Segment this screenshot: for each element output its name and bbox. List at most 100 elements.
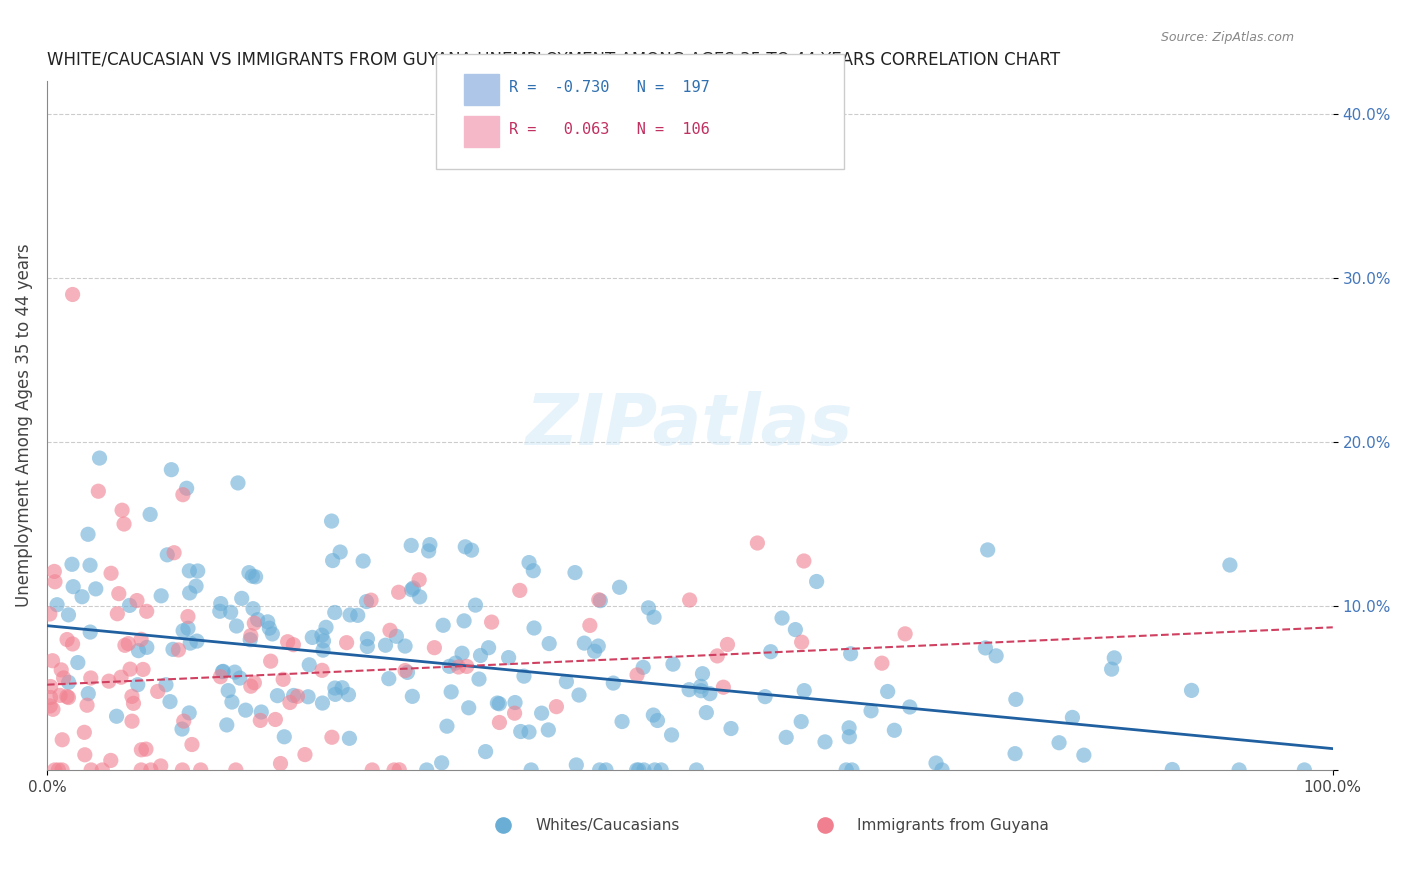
blue — [323, 687, 346, 701]
pink — [456, 659, 478, 673]
blue — [439, 659, 461, 673]
blue — [160, 463, 183, 477]
blue — [478, 640, 501, 655]
blue — [226, 475, 249, 490]
blue — [588, 639, 610, 653]
blue — [58, 675, 80, 690]
Text: WHITE/CAUCASIAN VS IMMIGRANTS FROM GUYANA UNEMPLOYMENT AMONG AGES 35 TO 44 YEARS: WHITE/CAUCASIAN VS IMMIGRANTS FROM GUYAN… — [46, 51, 1060, 69]
pink — [388, 585, 411, 599]
pink — [271, 673, 294, 687]
pink — [408, 573, 430, 587]
blue — [346, 608, 368, 623]
blue — [468, 672, 491, 686]
blue — [337, 688, 360, 702]
pink — [793, 554, 815, 568]
blue — [662, 657, 685, 672]
pink — [167, 643, 190, 657]
blue — [105, 709, 128, 723]
blue — [440, 685, 463, 699]
blue — [1161, 763, 1184, 777]
pink — [249, 714, 271, 728]
blue — [530, 706, 553, 721]
blue — [352, 554, 374, 568]
blue — [470, 648, 492, 663]
blue — [1227, 763, 1250, 777]
blue — [215, 718, 238, 732]
blue — [84, 582, 107, 596]
blue — [841, 763, 863, 777]
pink — [51, 732, 73, 747]
pink — [488, 715, 510, 730]
blue — [457, 701, 479, 715]
blue — [127, 678, 149, 692]
pink — [190, 763, 212, 777]
blue — [150, 589, 173, 603]
pink — [42, 702, 65, 716]
pink — [311, 663, 333, 677]
blue — [298, 657, 321, 672]
pink — [336, 635, 359, 649]
pink — [125, 593, 148, 607]
blue — [627, 763, 650, 777]
blue — [517, 725, 540, 739]
blue — [219, 605, 242, 619]
blue — [488, 697, 510, 711]
blue — [678, 682, 700, 697]
blue — [1047, 736, 1070, 750]
blue — [266, 689, 288, 703]
blue — [356, 640, 378, 654]
blue — [312, 643, 335, 657]
blue — [179, 564, 201, 578]
blue — [239, 632, 262, 647]
blue — [172, 624, 194, 638]
pink — [283, 638, 305, 652]
blue — [523, 621, 546, 635]
pink — [447, 660, 470, 674]
pink — [108, 587, 131, 601]
pink — [44, 565, 66, 579]
Text: Source: ZipAtlas.com: Source: ZipAtlas.com — [1160, 31, 1294, 45]
pink — [503, 706, 526, 721]
pink — [243, 675, 266, 690]
pink — [114, 638, 136, 652]
blue — [89, 451, 111, 466]
blue — [208, 604, 231, 618]
pink — [209, 670, 232, 684]
blue — [330, 681, 353, 695]
blue — [394, 639, 416, 653]
pink — [117, 637, 139, 651]
blue — [176, 481, 198, 495]
blue — [374, 638, 396, 652]
pink — [394, 664, 416, 678]
pink — [56, 690, 79, 704]
blue — [187, 564, 209, 578]
blue — [179, 636, 201, 650]
blue — [699, 687, 721, 701]
blue — [235, 703, 257, 717]
blue — [415, 763, 437, 777]
blue — [399, 538, 422, 552]
blue — [315, 620, 337, 634]
blue — [814, 735, 837, 749]
blue — [839, 647, 862, 661]
blue — [931, 763, 953, 777]
blue — [898, 700, 921, 714]
blue — [568, 688, 591, 702]
blue — [595, 763, 617, 777]
pink — [679, 593, 702, 607]
pink — [509, 583, 531, 598]
pink — [73, 725, 96, 739]
pink — [588, 592, 610, 607]
blue — [135, 640, 157, 655]
blue — [509, 724, 531, 739]
pink — [58, 690, 80, 705]
blue — [221, 695, 243, 709]
pink — [163, 546, 186, 560]
blue — [46, 598, 69, 612]
blue — [537, 723, 560, 737]
pink — [73, 747, 96, 762]
blue — [396, 665, 419, 680]
pink — [747, 536, 769, 550]
blue — [229, 671, 252, 685]
pink — [243, 616, 266, 631]
